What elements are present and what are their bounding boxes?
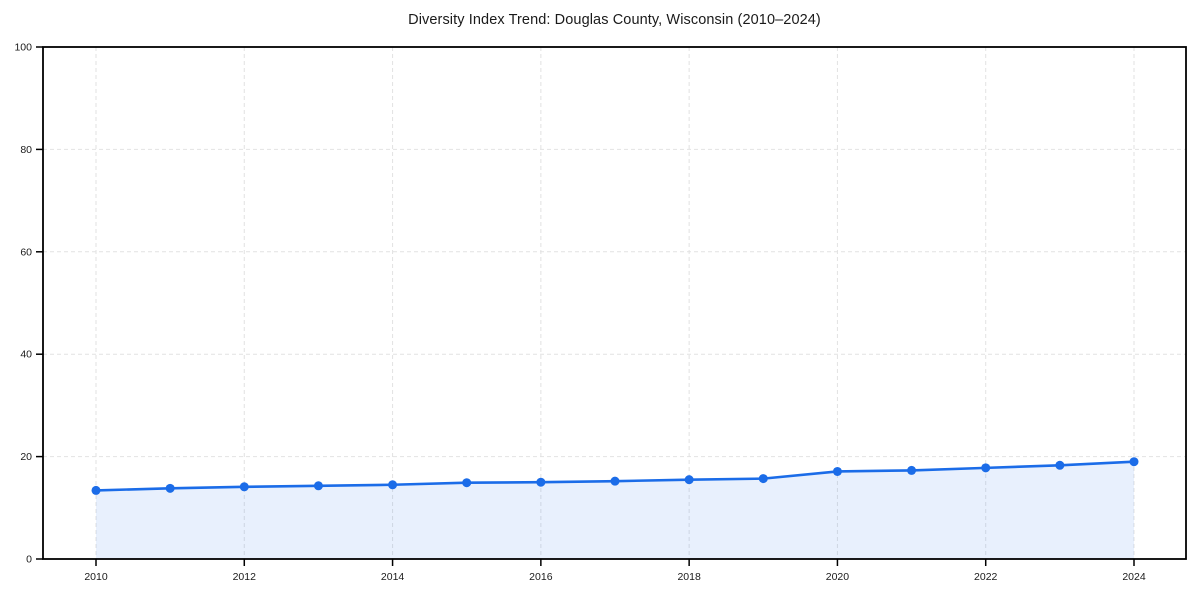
y-tick-label: 60 <box>20 246 32 258</box>
y-tick-label: 20 <box>20 451 32 463</box>
data-point <box>1129 457 1139 467</box>
data-point <box>684 475 694 485</box>
x-tick-label: 2016 <box>529 571 553 583</box>
gridlines <box>43 47 1186 559</box>
chart-title: Diversity Index Trend: Douglas County, W… <box>408 12 821 28</box>
y-tick-label: 100 <box>14 42 32 54</box>
x-tick-label: 2022 <box>974 571 998 583</box>
data-point <box>313 481 323 491</box>
axis-ticks: 0 20 40 60 80 100 2010 2012 2014 2016 2018 2020 2022… <box>14 42 1145 584</box>
x-tick-label: 2014 <box>381 571 405 583</box>
data-point <box>165 483 175 493</box>
x-tick-label: 2012 <box>233 571 257 583</box>
data-point <box>832 466 842 476</box>
data-point <box>239 482 249 492</box>
x-tick-label: 2024 <box>1122 571 1146 583</box>
x-tick-label: 2020 <box>826 571 850 583</box>
data-point <box>91 485 101 495</box>
x-tick-label: 2010 <box>84 571 108 583</box>
y-tick-label: 80 <box>20 144 32 156</box>
data-point <box>1055 460 1065 470</box>
data-point <box>462 478 472 488</box>
y-tick-label: 40 <box>20 349 32 361</box>
data-point <box>536 477 546 487</box>
data-point <box>907 465 917 475</box>
series-markers <box>91 457 1139 495</box>
x-tick-label: 2018 <box>677 571 701 583</box>
plot-border <box>42 46 1187 560</box>
data-point <box>758 474 768 484</box>
y-tick-label: 0 <box>26 554 32 566</box>
series-area <box>96 461 1134 559</box>
data-point <box>610 476 620 486</box>
data-point <box>388 480 398 490</box>
data-point <box>981 463 991 473</box>
